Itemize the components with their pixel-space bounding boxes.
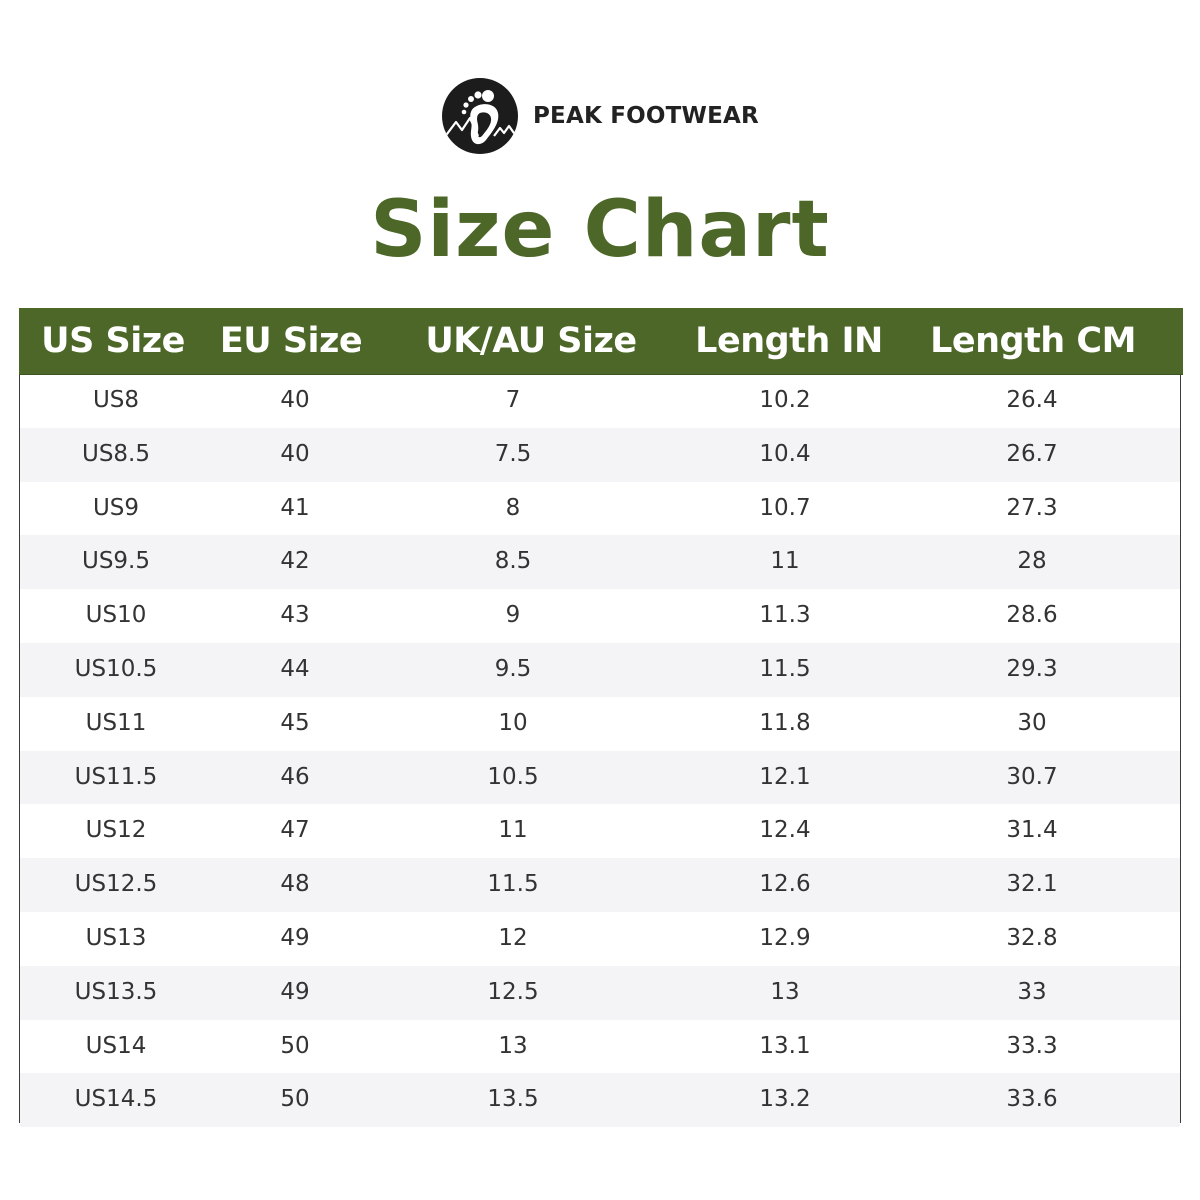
cell-uk-au-size: 9.5: [494, 655, 532, 682]
cell-length-cm: 32.1: [1006, 871, 1058, 898]
column-header-length-in: Length IN: [695, 321, 883, 361]
cell-eu-size: 44: [280, 655, 310, 682]
cell-length-in: 11.8: [759, 709, 811, 736]
cell-length-cm: 33.3: [1006, 1032, 1058, 1059]
table-row: US11 45 10 11.8 30: [20, 697, 1180, 751]
table-body: US8 40 7 10.2 26.4 US8.5 40 7.5 10.4 26.7 US9 41 8 10…: [20, 374, 1180, 1128]
table-row: US10 43 9 11.3 28.6: [20, 589, 1180, 643]
table-row: US12 47 11 12.4 31.4: [20, 804, 1180, 858]
table-row: US13 49 12 12.9 32.8: [20, 912, 1180, 966]
cell-length-in: 11.3: [759, 602, 811, 629]
cell-length-cm: 29.3: [1006, 655, 1058, 682]
table-row: US11.5 46 10.5 12.1 30.7: [20, 750, 1180, 805]
cell-eu-size: 46: [280, 763, 310, 790]
table-row: US8 40 7 10.2 26.4: [20, 374, 1180, 428]
cell-eu-size: 48: [280, 871, 310, 898]
cell-length-in: 13.2: [759, 1086, 811, 1113]
cell-uk-au-size: 10.5: [487, 763, 539, 790]
page-title: Size Chart: [370, 185, 830, 275]
cell-uk-au-size: 8.5: [494, 548, 532, 575]
cell-length-in: 11: [770, 548, 800, 575]
column-header-uk-au-size: UK/AU Size: [425, 321, 637, 361]
cell-length-cm: 33.6: [1006, 1086, 1058, 1113]
cell-eu-size: 49: [280, 924, 310, 951]
cell-length-cm: 26.4: [1006, 387, 1058, 413]
cell-eu-size: 50: [280, 1086, 310, 1113]
table-row: US9.5 42 8.5 11 28: [20, 535, 1180, 590]
table-row: US8.5 40 7.5 10.4 26.7: [20, 427, 1180, 482]
table-row: US9 41 8 10.7 27.3: [20, 482, 1180, 536]
cell-us-size: US9.5: [81, 548, 151, 575]
cell-us-size: US11: [85, 709, 147, 736]
table-row: US14.5 50 13.5 13.2 33.6: [20, 1073, 1180, 1128]
table-row: US14 50 13 13.1 33.3: [20, 1020, 1180, 1074]
cell-length-in: 10.4: [759, 440, 811, 467]
column-header-eu-size: EU Size: [219, 321, 363, 361]
cell-eu-size: 47: [280, 817, 310, 844]
cell-eu-size: 42: [280, 548, 310, 575]
cell-uk-au-size: 12.5: [487, 978, 539, 1005]
size-table: US Size EU Size UK/AU Size Length IN Len…: [19, 308, 1183, 1128]
cell-length-in: 12.4: [759, 817, 811, 844]
cell-us-size: US10.5: [74, 655, 158, 682]
cell-length-cm: 32.8: [1006, 924, 1058, 951]
cell-us-size: US9: [92, 494, 140, 521]
cell-us-size: US13.5: [74, 978, 158, 1005]
cell-uk-au-size: 12: [498, 924, 528, 951]
cell-length-cm: 26.7: [1006, 440, 1058, 467]
column-header-us-size: US Size: [41, 321, 185, 361]
cell-length-in: 10.7: [759, 494, 811, 521]
cell-length-cm: 33: [1017, 978, 1047, 1005]
cell-length-in: 12.9: [759, 924, 811, 951]
cell-length-cm: 27.3: [1006, 494, 1058, 521]
cell-us-size: US11.5: [74, 763, 158, 790]
cell-length-in: 12.1: [759, 763, 811, 790]
footprint-logo-icon: [442, 78, 518, 154]
cell-us-size: US10: [85, 602, 147, 629]
cell-uk-au-size: 10: [498, 709, 528, 736]
cell-eu-size: 45: [280, 709, 310, 736]
cell-eu-size: 40: [280, 387, 310, 413]
cell-length-cm: 28: [1017, 548, 1047, 575]
cell-uk-au-size: 11.5: [487, 871, 539, 898]
cell-length-in: 12.6: [759, 871, 811, 898]
cell-uk-au-size: 7: [505, 387, 521, 413]
cell-us-size: US8: [92, 387, 140, 413]
column-header-length-cm: Length CM: [930, 321, 1136, 361]
cell-uk-au-size: 13: [498, 1032, 528, 1059]
cell-us-size: US12.5: [74, 871, 158, 898]
cell-eu-size: 40: [280, 440, 310, 467]
cell-uk-au-size: 13.5: [487, 1086, 539, 1113]
cell-uk-au-size: 7.5: [494, 440, 532, 467]
cell-uk-au-size: 8: [505, 494, 521, 521]
cell-eu-size: 49: [280, 978, 310, 1005]
cell-us-size: US14: [85, 1032, 147, 1059]
table-row: US10.5 44 9.5 11.5 29.3: [20, 642, 1180, 697]
cell-us-size: US8.5: [81, 440, 151, 467]
cell-us-size: US14.5: [74, 1086, 158, 1113]
brand-logo: PEAK FOOTWEAR: [442, 78, 759, 154]
cell-eu-size: 50: [280, 1032, 310, 1059]
cell-length-cm: 31.4: [1006, 817, 1058, 844]
cell-length-in: 10.2: [759, 387, 811, 413]
table-row: US13.5 49 12.5 13 33: [20, 965, 1180, 1020]
cell-length-in: 13: [770, 978, 800, 1005]
table-row: US12.5 48 11.5 12.6 32.1: [20, 858, 1180, 912]
cell-eu-size: 43: [280, 602, 310, 629]
table-header: US Size EU Size UK/AU Size Length IN Len…: [19, 308, 1183, 375]
cell-us-size: US13: [85, 924, 147, 951]
cell-length-cm: 30: [1017, 709, 1047, 736]
cell-us-size: US12: [85, 817, 147, 844]
cell-length-in: 13.1: [759, 1032, 811, 1059]
brand-name: PEAK FOOTWEAR: [533, 103, 759, 129]
cell-uk-au-size: 9: [505, 602, 521, 629]
cell-uk-au-size: 11: [498, 817, 528, 844]
cell-length-cm: 30.7: [1006, 763, 1058, 790]
cell-length-in: 11.5: [759, 655, 811, 682]
cell-eu-size: 41: [280, 494, 310, 521]
cell-length-cm: 28.6: [1006, 602, 1058, 629]
